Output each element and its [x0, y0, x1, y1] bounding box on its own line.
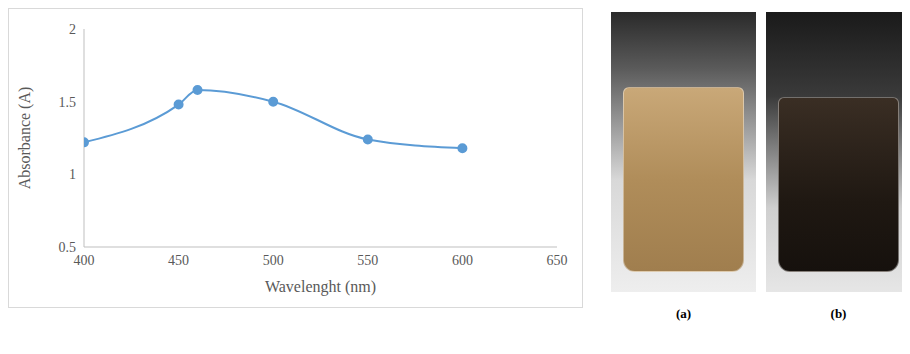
svg-text:450: 450 — [168, 253, 189, 268]
svg-text:1.5: 1.5 — [59, 95, 77, 110]
svg-text:1: 1 — [69, 167, 76, 182]
html-text:(b): (b) — [830, 306, 847, 321]
svg-text:650: 650 — [547, 253, 568, 268]
svg-text:600: 600 — [452, 253, 473, 268]
svg-text:Wavelenght (nm): Wavelenght (nm) — [265, 278, 376, 296]
svg-text:Absorbance (A): Absorbance (A) — [16, 87, 34, 190]
svg-text:550: 550 — [357, 253, 378, 268]
svg-text:500: 500 — [263, 253, 284, 268]
html-text:(a): (a) — [675, 306, 692, 321]
svg-text:400: 400 — [74, 253, 95, 268]
svg-text:2: 2 — [69, 22, 76, 37]
svg-text:0.5: 0.5 — [59, 240, 77, 255]
